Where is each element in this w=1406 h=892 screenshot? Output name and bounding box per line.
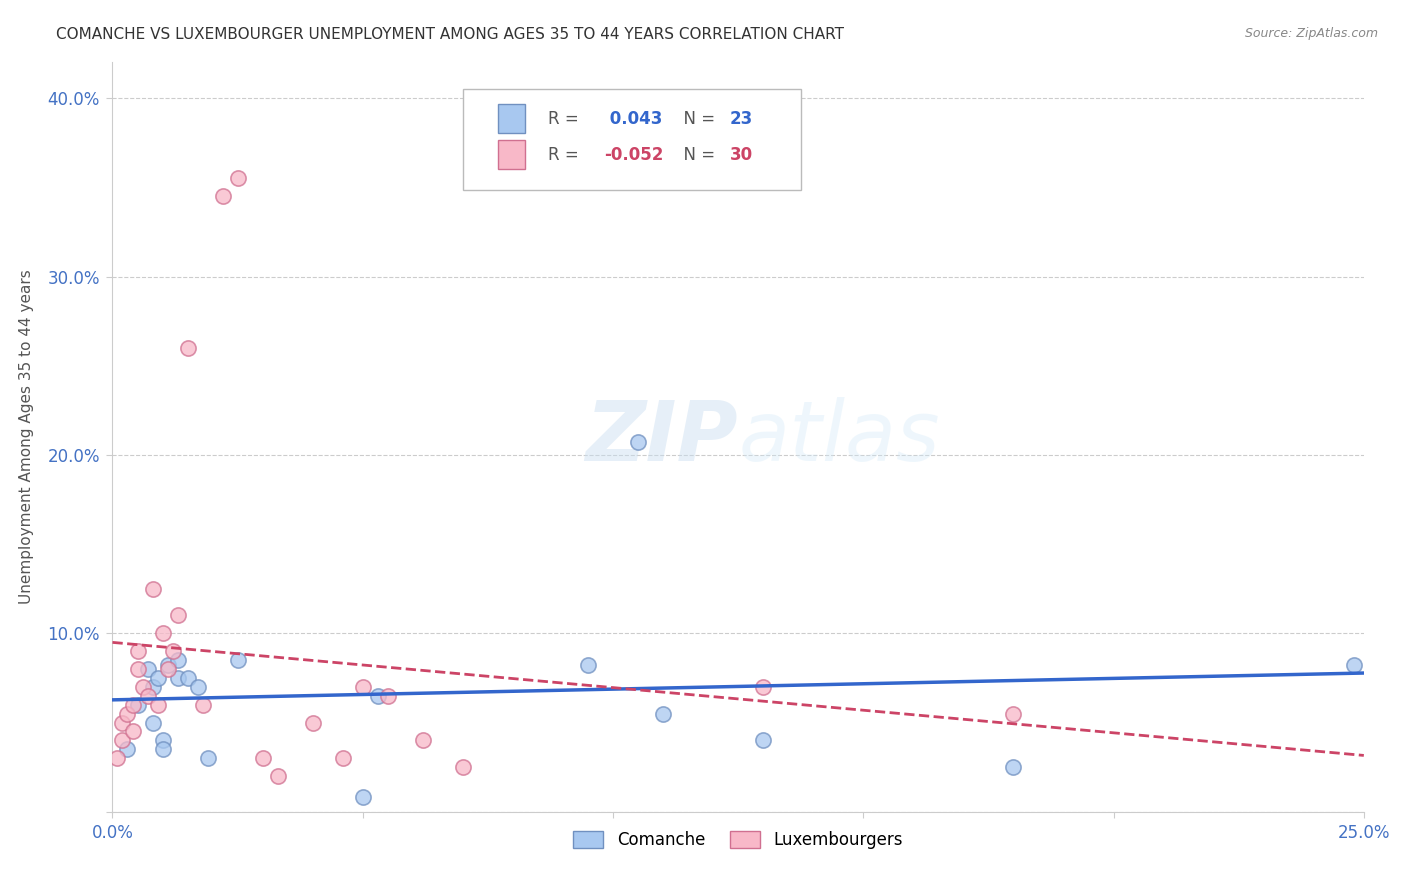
Point (156, 662, 179, 676)
FancyBboxPatch shape (498, 104, 526, 133)
Point (117, 742, 139, 756)
Point (127, 662, 149, 676)
Point (166, 653, 188, 667)
Point (152, 626, 174, 640)
Point (162, 644, 184, 658)
Point (652, 706, 675, 721)
Point (156, 658, 179, 673)
Point (211, 189, 233, 203)
Point (191, 698, 214, 712)
Text: 30: 30 (730, 145, 752, 163)
Text: N =: N = (673, 110, 720, 128)
Point (377, 689, 399, 703)
Point (141, 715, 163, 730)
Point (141, 582, 163, 596)
Point (226, 171, 249, 186)
Point (166, 671, 188, 685)
Point (152, 742, 174, 756)
Point (146, 671, 169, 685)
Point (1002, 706, 1025, 721)
Text: -0.052: -0.052 (605, 145, 664, 163)
Point (627, 435, 650, 450)
Point (451, 760, 474, 774)
Point (352, 680, 374, 694)
Point (136, 689, 159, 703)
Point (266, 769, 288, 783)
Point (301, 715, 323, 730)
Point (117, 706, 139, 721)
Text: R =: R = (548, 145, 583, 163)
Point (176, 671, 198, 685)
Point (576, 658, 599, 673)
Y-axis label: Unemployment Among Ages 35 to 44 years: Unemployment Among Ages 35 to 44 years (18, 269, 34, 605)
Point (176, 341, 198, 355)
Point (1002, 760, 1025, 774)
Point (752, 680, 775, 694)
Text: R =: R = (548, 110, 583, 128)
Point (131, 680, 153, 694)
Point (107, 751, 129, 765)
Point (141, 680, 163, 694)
Point (146, 698, 169, 712)
Text: Source: ZipAtlas.com: Source: ZipAtlas.com (1244, 27, 1378, 40)
Text: atlas: atlas (738, 397, 939, 477)
Text: 23: 23 (730, 110, 752, 128)
Point (352, 790, 374, 805)
Point (412, 733, 434, 747)
FancyBboxPatch shape (463, 88, 801, 190)
Point (332, 751, 354, 765)
Text: N =: N = (673, 145, 720, 163)
Point (111, 715, 134, 730)
Point (187, 680, 209, 694)
Text: COMANCHE VS LUXEMBOURGER UNEMPLOYMENT AMONG AGES 35 TO 44 YEARS CORRELATION CHAR: COMANCHE VS LUXEMBOURGER UNEMPLOYMENT AM… (56, 27, 844, 42)
Point (127, 644, 149, 658)
Point (111, 733, 134, 747)
Point (127, 698, 149, 712)
Point (226, 653, 249, 667)
Point (121, 698, 143, 712)
Point (152, 733, 174, 747)
Point (1343, 658, 1365, 673)
FancyBboxPatch shape (498, 140, 526, 169)
Point (121, 724, 143, 739)
Text: ZIP: ZIP (585, 397, 738, 477)
Text: 0.043: 0.043 (605, 110, 662, 128)
Point (752, 733, 775, 747)
Point (197, 751, 219, 765)
Point (136, 662, 159, 676)
Point (166, 608, 188, 623)
Point (252, 751, 274, 765)
Point (367, 689, 389, 703)
Legend: Comanche, Luxembourgers: Comanche, Luxembourgers (567, 824, 910, 855)
